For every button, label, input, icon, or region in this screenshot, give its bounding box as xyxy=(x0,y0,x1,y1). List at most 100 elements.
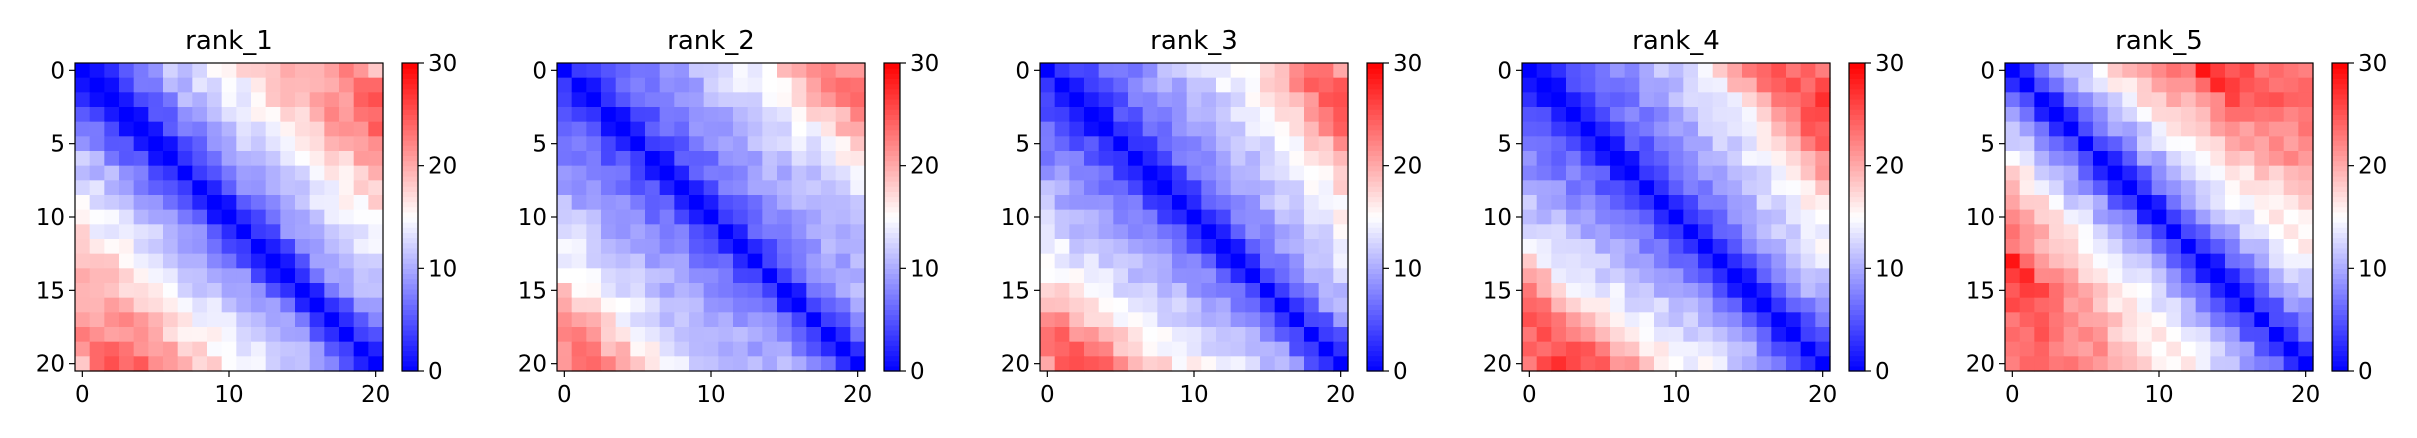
heatmap-cell xyxy=(104,239,120,255)
heatmap-cell xyxy=(280,151,296,167)
heatmap-cell xyxy=(1800,283,1816,299)
heatmap-cell xyxy=(177,180,193,196)
heatmap-cell xyxy=(659,209,675,225)
heatmap-cell xyxy=(1230,297,1246,313)
heatmap-cell xyxy=(1712,107,1728,123)
heatmap-cell xyxy=(251,136,267,152)
heatmap-cell xyxy=(777,268,793,284)
heatmap-cell xyxy=(1683,356,1699,372)
heatmap-cell xyxy=(1318,239,1334,255)
colorbar-segment xyxy=(884,329,900,336)
colorbar-segment xyxy=(884,309,900,316)
heatmap-cell xyxy=(192,77,208,93)
heatmap-cell xyxy=(1712,224,1728,240)
heatmap-cell xyxy=(280,341,296,357)
heatmap-cell xyxy=(1289,77,1305,93)
heatmap-cell xyxy=(2063,180,2079,196)
panel-title-4: rank_4 xyxy=(1632,26,1720,56)
heatmap-cell xyxy=(104,180,120,196)
heatmap-cell xyxy=(133,151,149,167)
heatmap-cell xyxy=(1624,239,1640,255)
colorbar-segment xyxy=(402,140,418,146)
heatmap-cell xyxy=(2093,107,2109,123)
heatmap-cell xyxy=(368,312,384,328)
colorbar-segment xyxy=(402,191,418,198)
heatmap-cell xyxy=(236,283,252,299)
heatmap-cell xyxy=(104,136,120,152)
heatmap-cell xyxy=(1304,268,1320,284)
colorbar-segment xyxy=(2332,93,2348,100)
heatmap-cell xyxy=(280,224,296,240)
colorbar-segment xyxy=(1849,83,1865,90)
heatmap-cell xyxy=(645,341,661,357)
heatmap-cell xyxy=(2137,165,2153,181)
heatmap-cell xyxy=(2078,209,2094,225)
heatmap-cell xyxy=(645,327,661,343)
heatmap-cell xyxy=(1201,180,1217,196)
heatmap-cell xyxy=(2093,151,2109,167)
heatmap-cell xyxy=(192,312,208,328)
heatmap-cell xyxy=(674,268,690,284)
heatmap-cell xyxy=(2078,151,2094,167)
heatmap-cell xyxy=(1128,341,1144,357)
heatmap-cell xyxy=(1172,327,1188,343)
colorbar-segment xyxy=(1367,155,1383,162)
colorbar-segment xyxy=(1367,247,1383,254)
heatmap-cell xyxy=(1069,195,1085,211)
heatmap-cell xyxy=(2225,92,2241,108)
heatmap-cell xyxy=(806,151,822,167)
heatmap-cell xyxy=(1142,209,1158,225)
heatmap-cell xyxy=(2137,268,2153,284)
heatmap-cell xyxy=(309,356,325,372)
heatmap-cell xyxy=(571,356,587,372)
heatmap-cell xyxy=(1756,77,1772,93)
heatmap-cell xyxy=(1333,268,1349,284)
heatmap-cell xyxy=(1333,107,1349,123)
heatmap-cell xyxy=(2078,121,2094,137)
heatmap-cell xyxy=(2005,268,2021,284)
heatmap-cell xyxy=(353,77,369,93)
heatmap-cell xyxy=(353,224,369,240)
heatmap-cell xyxy=(163,121,179,137)
heatmap-cell xyxy=(557,107,573,123)
heatmap-cell xyxy=(674,209,690,225)
heatmap-cell xyxy=(75,63,91,79)
heatmap-cell xyxy=(1727,327,1743,343)
heatmap-cell xyxy=(1668,63,1684,79)
heatmap-cell xyxy=(1580,165,1596,181)
heatmap-cell xyxy=(1098,63,1114,79)
heatmap-cell xyxy=(309,63,325,79)
heatmap-cell xyxy=(104,268,120,284)
heatmap-cell xyxy=(2283,107,2299,123)
heatmap-cell xyxy=(1054,77,1070,93)
heatmap-cell xyxy=(1786,92,1802,108)
heatmap-cell xyxy=(1683,107,1699,123)
heatmap-cell xyxy=(368,239,384,255)
colorbar-segment xyxy=(402,150,418,156)
heatmap-cell xyxy=(821,297,837,313)
heatmap-cell xyxy=(1683,253,1699,269)
heatmap-cell xyxy=(309,121,325,137)
heatmap-cell xyxy=(1800,195,1816,211)
heatmap-cell xyxy=(850,136,866,152)
heatmap-cell xyxy=(309,297,325,313)
colorbar-tick-label: 10 xyxy=(1875,256,1904,282)
heatmap-cell xyxy=(1522,77,1538,93)
heatmap-cell xyxy=(1245,239,1261,255)
heatmap-cell xyxy=(1727,297,1743,313)
heatmap-cell xyxy=(1698,356,1714,372)
colorbar-segment xyxy=(1849,165,1865,172)
colorbar-segment xyxy=(884,134,900,141)
heatmap-cell xyxy=(1245,209,1261,225)
heatmap-cell xyxy=(2283,92,2299,108)
heatmap-cell xyxy=(1624,77,1640,93)
heatmap-cell xyxy=(1260,341,1276,357)
heatmap-cell xyxy=(2195,297,2211,313)
heatmap-cell xyxy=(601,136,617,152)
heatmap-cell xyxy=(821,327,837,343)
heatmap-cell xyxy=(1522,312,1538,328)
heatmap-cell xyxy=(1727,165,1743,181)
heatmap-cell xyxy=(2019,356,2035,372)
colorbar-segment xyxy=(2332,119,2348,126)
colorbar-segment xyxy=(402,186,418,192)
